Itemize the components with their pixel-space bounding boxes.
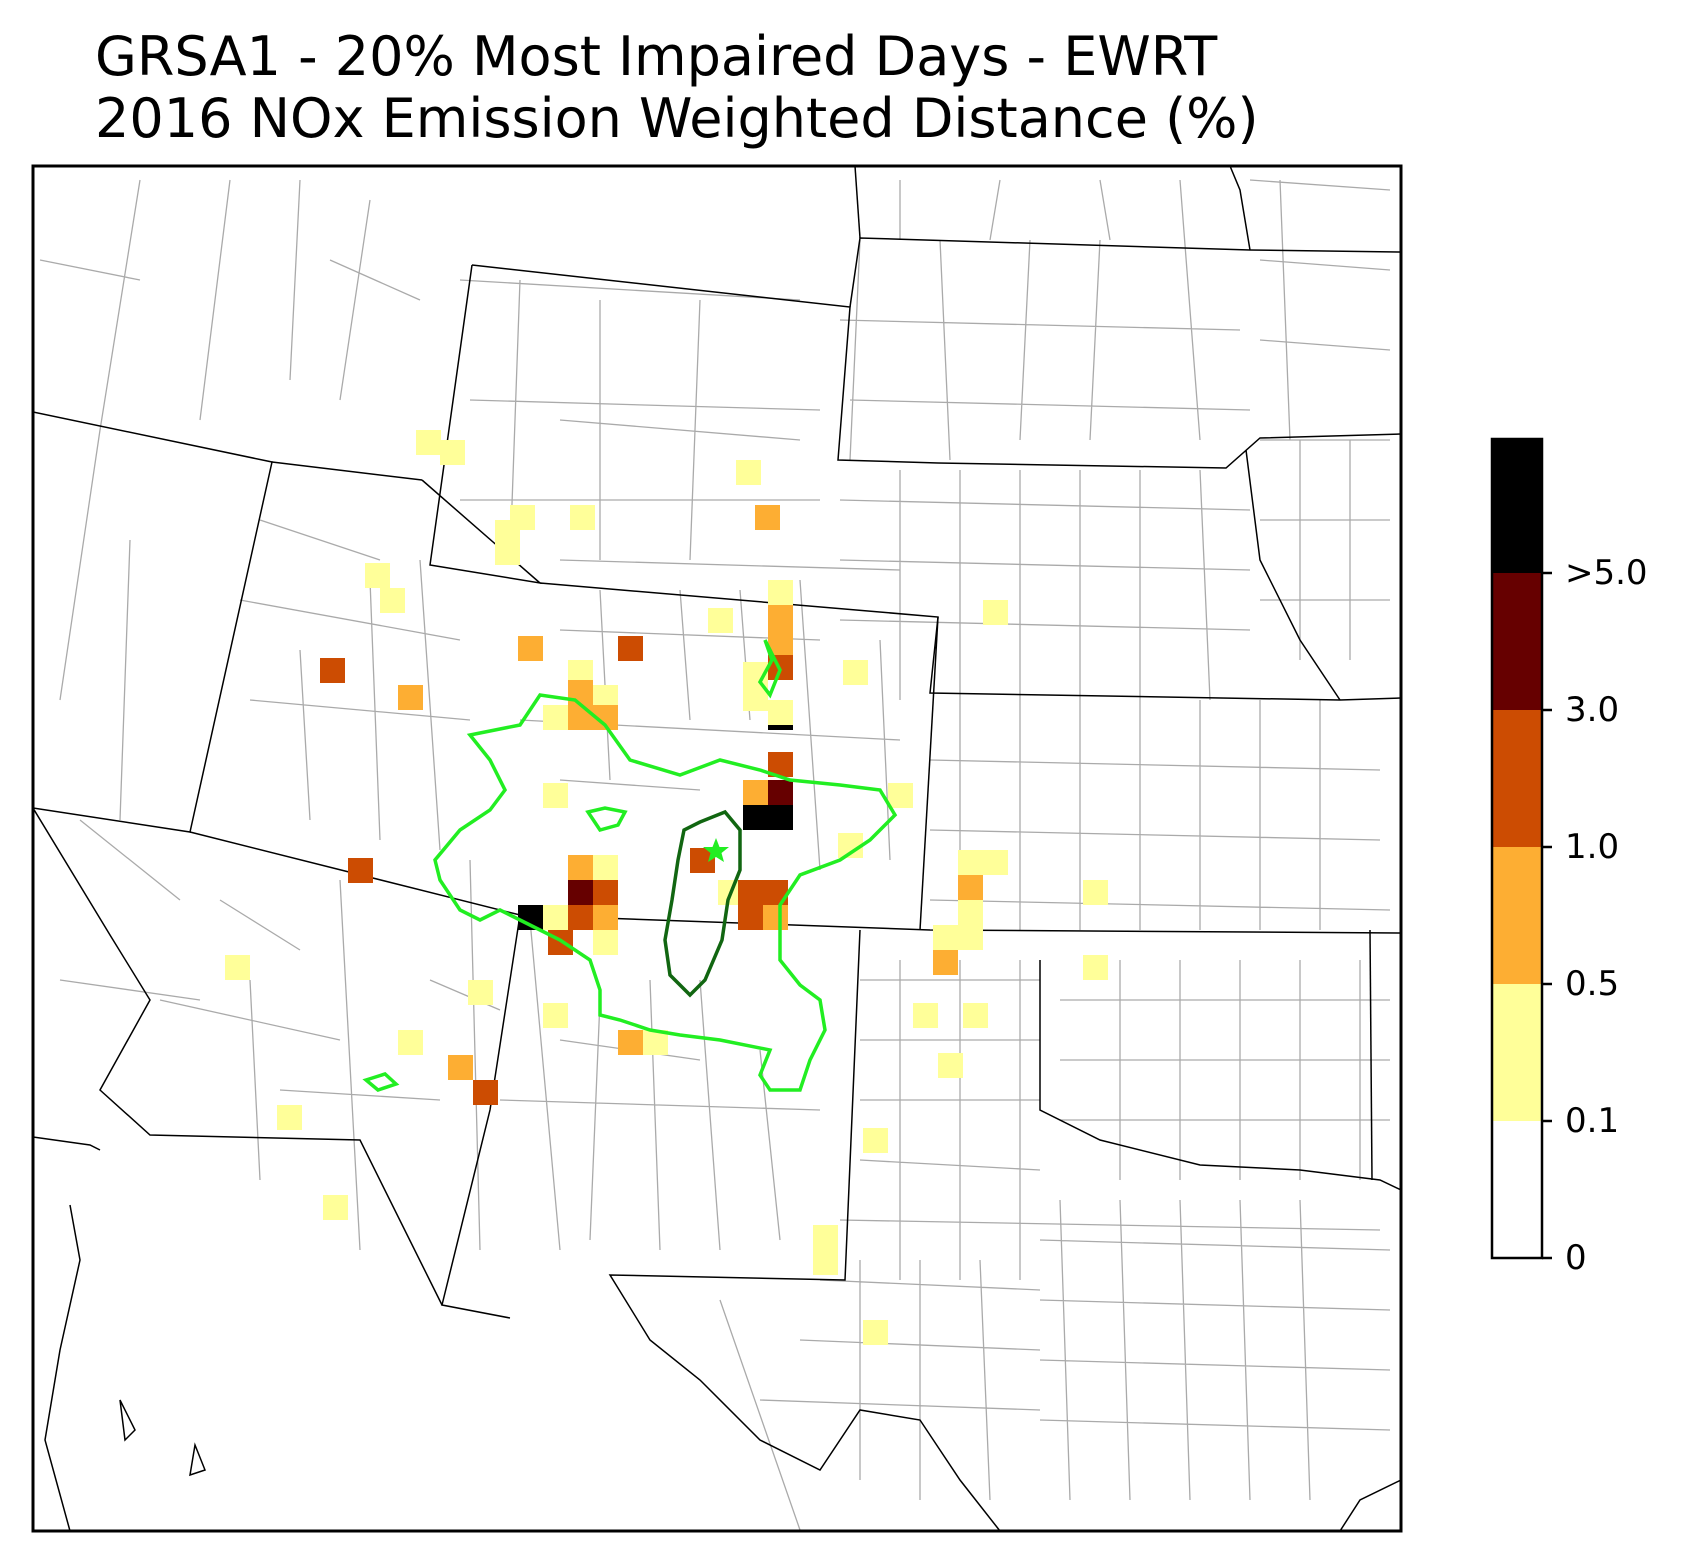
colorbar-bin-2 bbox=[1492, 847, 1542, 984]
grid-cell bbox=[593, 855, 618, 880]
grid-cell bbox=[440, 440, 465, 465]
outer-contour-island-south bbox=[362, 1072, 400, 1092]
colorbar-bin-3 bbox=[1492, 710, 1542, 847]
grid-cell bbox=[1083, 880, 1108, 905]
grid-cell bbox=[448, 1055, 473, 1080]
grid-cell bbox=[863, 1320, 888, 1345]
grid-cell bbox=[365, 563, 390, 588]
grid-cell bbox=[983, 600, 1008, 625]
colorbar-bin-4 bbox=[1492, 573, 1542, 710]
state-boundaries bbox=[33, 166, 1401, 1531]
grid-cell bbox=[738, 905, 763, 930]
map-area bbox=[33, 166, 1401, 1531]
outer-contour-north-lobe bbox=[757, 639, 782, 699]
grid-cell bbox=[643, 1030, 668, 1055]
grid-cell bbox=[768, 700, 793, 725]
emission-grid-cells bbox=[225, 430, 1108, 1345]
grid-cell bbox=[933, 925, 958, 950]
inner-contour bbox=[663, 809, 742, 998]
grid-cell bbox=[473, 1080, 498, 1105]
grid-cell bbox=[888, 783, 913, 808]
grid-cell bbox=[468, 980, 493, 1005]
grid-cell bbox=[618, 636, 643, 661]
grid-cell bbox=[568, 880, 593, 905]
outer-contour bbox=[433, 693, 898, 1092]
colorbar-label-1.0: 1.0 bbox=[1565, 827, 1620, 867]
grid-cell bbox=[593, 905, 618, 930]
grid-cell bbox=[543, 1003, 568, 1028]
grid-cell bbox=[813, 1250, 838, 1275]
chart-title-line-2: 2016 NOx Emission Weighted Distance (%) bbox=[95, 87, 1259, 150]
grid-cell bbox=[416, 430, 441, 455]
county-boundaries bbox=[39, 179, 1391, 1531]
grid-cell bbox=[958, 875, 983, 900]
grid-cell bbox=[743, 686, 768, 711]
grid-cell bbox=[570, 505, 595, 530]
grid-cell bbox=[277, 1105, 302, 1130]
grid-cell bbox=[543, 905, 568, 930]
grid-cell bbox=[938, 1053, 963, 1078]
grid-cell bbox=[863, 1128, 888, 1153]
grid-cell bbox=[1083, 955, 1108, 980]
colorbar-label-0: 0 bbox=[1565, 1238, 1587, 1278]
grid-cell bbox=[323, 1195, 348, 1220]
grid-cell bbox=[568, 905, 593, 930]
colorbar-label-3.0: 3.0 bbox=[1565, 690, 1620, 730]
grid-cell bbox=[958, 850, 983, 875]
grid-cell bbox=[398, 685, 423, 710]
star-icon bbox=[703, 838, 729, 862]
chart-title-line-1: GRSA1 - 20% Most Impaired Days - EWRT bbox=[95, 25, 1218, 88]
grid-cell bbox=[983, 850, 1008, 875]
grid-cell bbox=[518, 636, 543, 661]
grid-cell bbox=[618, 1030, 643, 1055]
grid-cell bbox=[495, 540, 520, 565]
grid-cell bbox=[958, 900, 983, 925]
colorbar-label-5.0: >5.0 bbox=[1565, 553, 1648, 593]
grid-cell bbox=[568, 855, 593, 880]
grid-cell bbox=[755, 505, 780, 530]
grid-cell bbox=[593, 880, 618, 905]
grid-cell bbox=[768, 580, 793, 605]
grid-cell bbox=[708, 608, 733, 633]
colorbar-label-0.1: 0.1 bbox=[1565, 1101, 1620, 1141]
grid-cell bbox=[843, 660, 868, 685]
grid-cell bbox=[736, 460, 761, 485]
outer-contour-island bbox=[585, 806, 628, 833]
grid-cell bbox=[380, 588, 405, 613]
grid-cell bbox=[933, 950, 958, 975]
grid-cell bbox=[963, 1003, 988, 1028]
grid-cell bbox=[763, 905, 788, 930]
grid-cell bbox=[958, 925, 983, 950]
map-frame bbox=[31, 164, 1403, 1533]
grid-cell bbox=[743, 780, 768, 805]
grid-cell bbox=[738, 880, 763, 905]
colorbar-label-0.5: 0.5 bbox=[1565, 964, 1620, 1004]
grid-cell bbox=[913, 1003, 938, 1028]
grid-cell bbox=[348, 858, 373, 883]
grid-cell bbox=[543, 705, 568, 730]
grid-cell bbox=[768, 780, 793, 805]
grid-cell bbox=[768, 605, 793, 630]
grid-cell bbox=[543, 783, 568, 808]
grid-cell bbox=[568, 705, 593, 730]
grid-cell bbox=[593, 930, 618, 955]
colorbar bbox=[1490, 437, 1552, 1260]
grid-cell bbox=[743, 805, 768, 830]
grid-cell bbox=[548, 930, 573, 955]
colorbar-bin-1 bbox=[1492, 984, 1542, 1121]
colorbar-bin-5 bbox=[1492, 439, 1542, 573]
grid-cell bbox=[398, 1030, 423, 1055]
grid-cell bbox=[768, 805, 793, 830]
grid-cell bbox=[225, 955, 250, 980]
grid-cell bbox=[813, 1225, 838, 1250]
grid-cell bbox=[320, 658, 345, 683]
colorbar-bin-0 bbox=[1492, 1121, 1542, 1258]
